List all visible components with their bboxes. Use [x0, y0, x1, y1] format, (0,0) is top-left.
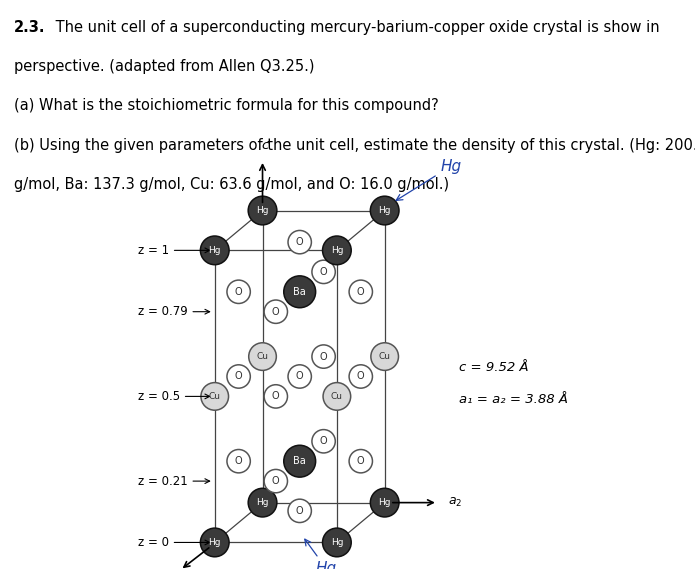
Text: O: O: [272, 307, 279, 317]
Text: z = 0.79: z = 0.79: [138, 305, 210, 318]
Text: Hg: Hg: [331, 538, 343, 547]
Text: O: O: [357, 287, 365, 297]
Circle shape: [248, 488, 277, 517]
Text: O: O: [235, 372, 243, 381]
Text: O: O: [272, 391, 279, 401]
Circle shape: [349, 280, 373, 303]
Text: c: c: [261, 139, 269, 152]
Circle shape: [284, 446, 316, 477]
Text: O: O: [320, 267, 327, 277]
Circle shape: [227, 450, 250, 473]
Text: Ba: Ba: [293, 456, 306, 466]
Text: g/mol, Ba: 137.3 g/mol, Cu: 63.6 g/mol, and O: 16.0 g/mol.): g/mol, Ba: 137.3 g/mol, Cu: 63.6 g/mol, …: [14, 177, 449, 192]
Circle shape: [201, 382, 229, 410]
Text: O: O: [320, 352, 327, 361]
Text: Cu: Cu: [208, 392, 221, 401]
Text: z = 0.21: z = 0.21: [138, 475, 210, 488]
Text: O: O: [296, 506, 304, 516]
Circle shape: [349, 450, 373, 473]
Circle shape: [312, 345, 335, 368]
Circle shape: [322, 528, 351, 557]
Circle shape: [370, 196, 399, 225]
Text: Cu: Cu: [256, 352, 268, 361]
Circle shape: [371, 343, 398, 370]
Text: O: O: [235, 287, 243, 297]
Circle shape: [264, 300, 288, 323]
Text: Hg: Hg: [208, 246, 221, 255]
Circle shape: [249, 343, 277, 370]
Circle shape: [288, 365, 311, 388]
Text: Hg: Hg: [256, 206, 269, 215]
Text: Hg: Hg: [396, 159, 461, 200]
Circle shape: [200, 528, 229, 557]
Text: Hg: Hg: [378, 498, 391, 507]
Text: c = 9.52 Å: c = 9.52 Å: [459, 361, 529, 374]
Text: Hg: Hg: [256, 498, 269, 507]
Text: O: O: [272, 476, 279, 486]
Text: $a_2$: $a_2$: [448, 496, 463, 509]
Text: z = 0.5: z = 0.5: [138, 390, 210, 403]
Circle shape: [312, 430, 335, 453]
Circle shape: [288, 230, 311, 254]
Text: O: O: [357, 372, 365, 381]
Text: Hg: Hg: [208, 538, 221, 547]
Text: O: O: [235, 456, 243, 466]
Circle shape: [227, 280, 250, 303]
Text: O: O: [296, 237, 304, 247]
Text: Hg: Hg: [378, 206, 391, 215]
Circle shape: [200, 236, 229, 265]
Circle shape: [284, 276, 316, 308]
Text: Hg: Hg: [331, 246, 343, 255]
Circle shape: [248, 196, 277, 225]
Text: Ba: Ba: [293, 287, 306, 297]
Text: Cu: Cu: [379, 352, 391, 361]
Text: z = 1: z = 1: [138, 244, 210, 257]
Circle shape: [264, 469, 288, 493]
Circle shape: [288, 499, 311, 522]
Text: z = 0: z = 0: [138, 536, 210, 549]
Circle shape: [370, 488, 399, 517]
Text: perspective. (adapted from Allen Q3.25.): perspective. (adapted from Allen Q3.25.): [14, 59, 314, 74]
Circle shape: [264, 385, 288, 408]
Text: O: O: [320, 436, 327, 446]
Text: a₁ = a₂ = 3.88 Å: a₁ = a₂ = 3.88 Å: [459, 393, 568, 406]
Circle shape: [349, 365, 373, 388]
Text: O: O: [296, 372, 304, 381]
Circle shape: [323, 382, 351, 410]
Text: Hg: Hg: [305, 539, 337, 569]
Circle shape: [322, 236, 351, 265]
Text: Cu: Cu: [331, 392, 343, 401]
Text: 2.3.: 2.3.: [14, 20, 45, 35]
Text: (b) Using the given parameters of the unit cell, estimate the density of this cr: (b) Using the given parameters of the un…: [14, 138, 695, 152]
Circle shape: [312, 260, 335, 283]
Circle shape: [227, 365, 250, 388]
Text: (a) What is the stoichiometric formula for this compound?: (a) What is the stoichiometric formula f…: [14, 98, 439, 113]
Text: O: O: [357, 456, 365, 466]
Text: The unit cell of a superconducting mercury-barium-copper oxide crystal is show i: The unit cell of a superconducting mercu…: [51, 20, 660, 35]
